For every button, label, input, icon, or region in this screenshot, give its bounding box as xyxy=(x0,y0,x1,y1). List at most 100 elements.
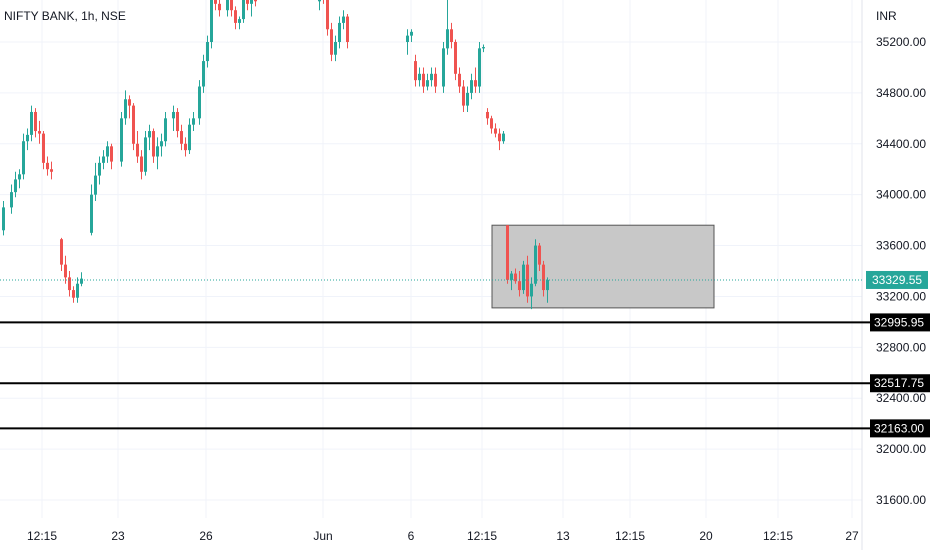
candle-body xyxy=(18,174,21,180)
candle xyxy=(136,131,139,163)
candle-body xyxy=(132,105,135,144)
candle xyxy=(254,0,257,7)
candle xyxy=(470,73,473,100)
candle-body xyxy=(346,16,349,42)
candle-body xyxy=(326,0,329,30)
candle xyxy=(30,105,33,142)
time-tick-label: 12:15 xyxy=(615,529,645,543)
price-tick-label: 35200.00 xyxy=(876,35,926,49)
level-price-badge xyxy=(870,419,930,438)
candle xyxy=(334,35,337,62)
candle xyxy=(422,67,425,93)
candle-body xyxy=(406,35,409,42)
candle xyxy=(426,73,429,91)
candle-body xyxy=(206,42,209,62)
candle xyxy=(110,143,113,170)
candle-body xyxy=(72,290,75,298)
candle-body xyxy=(176,111,179,132)
candle-body xyxy=(110,146,113,162)
candle-body xyxy=(478,48,481,87)
candle-body xyxy=(180,131,183,144)
candle-body xyxy=(188,124,191,151)
candle-body xyxy=(64,264,67,278)
level-price-badge xyxy=(870,313,930,332)
candle-body xyxy=(226,0,229,11)
candle xyxy=(446,0,449,55)
candle xyxy=(42,131,45,170)
candle-body xyxy=(506,225,509,280)
time-tick-label: 23 xyxy=(111,529,125,543)
candle xyxy=(338,16,341,49)
candle xyxy=(160,133,163,157)
candle-body xyxy=(238,19,241,23)
price-tick-label: 32000.00 xyxy=(876,442,926,456)
candle xyxy=(184,137,187,157)
candle xyxy=(22,133,25,180)
candle xyxy=(518,271,521,297)
candle-body xyxy=(242,0,245,20)
time-tick-label: 13 xyxy=(556,529,570,543)
symbol-title: NIFTY BANK, 1h, NSE xyxy=(4,9,126,23)
candle xyxy=(458,67,461,93)
candle-body xyxy=(474,80,477,87)
candles-layer xyxy=(2,0,549,310)
candle-body xyxy=(128,99,131,106)
level-price-label: 32517.75 xyxy=(874,376,924,390)
candle-body xyxy=(26,134,29,142)
candle xyxy=(152,128,155,163)
candle-body xyxy=(214,0,217,4)
candle-body xyxy=(470,80,473,93)
candle-body xyxy=(120,118,123,162)
price-tick-label: 34800.00 xyxy=(876,86,926,100)
candle xyxy=(120,111,123,167)
candle xyxy=(238,16,241,30)
candle xyxy=(106,141,109,163)
candle xyxy=(14,171,17,198)
candle xyxy=(144,131,147,176)
candle xyxy=(474,67,477,93)
price-axis-labels: 35200.00 34800.00 34400.00 34000.00 33600.00… xyxy=(876,35,926,507)
candle-body xyxy=(442,48,445,87)
last-price-badge xyxy=(866,270,928,289)
candle xyxy=(26,128,29,151)
candle-body xyxy=(76,283,79,298)
candle-body xyxy=(50,169,53,172)
candle-body xyxy=(422,73,425,87)
candle-body xyxy=(192,118,195,125)
candle-body xyxy=(30,111,33,135)
last-price-layer: 33329.55 xyxy=(0,270,928,289)
candle xyxy=(192,111,195,132)
candle xyxy=(188,118,191,154)
candle-body xyxy=(160,141,163,147)
candle-body xyxy=(498,133,501,142)
candle xyxy=(410,29,413,42)
candle-body xyxy=(514,273,517,282)
candle xyxy=(542,260,545,297)
candle-body xyxy=(530,283,533,297)
candle xyxy=(90,184,93,236)
candle-body xyxy=(156,146,159,157)
candle xyxy=(530,277,533,310)
range-box[interactable] xyxy=(491,224,715,309)
candle xyxy=(198,80,201,125)
candle xyxy=(172,105,175,132)
time-tick-label: 6 xyxy=(408,529,415,543)
time-axis-labels: 12:15 23 26 Jun 6 12:15 13 12:15 20 12:15 27 xyxy=(27,529,859,543)
candle-body xyxy=(184,143,187,151)
candle xyxy=(18,169,21,189)
level-price-label: 32995.95 xyxy=(874,315,924,329)
candle-body xyxy=(434,73,437,87)
candle-body xyxy=(152,131,155,157)
candle xyxy=(128,95,131,119)
price-tick-label: 32800.00 xyxy=(876,340,926,354)
candle xyxy=(434,67,437,93)
candle xyxy=(230,0,233,17)
price-tick-label: 33600.00 xyxy=(876,239,926,253)
level-price-badge xyxy=(870,374,930,393)
candle xyxy=(490,115,493,134)
candle-body xyxy=(546,279,549,291)
candle xyxy=(323,0,324,4)
candle-body xyxy=(234,10,237,23)
candle xyxy=(318,0,321,11)
